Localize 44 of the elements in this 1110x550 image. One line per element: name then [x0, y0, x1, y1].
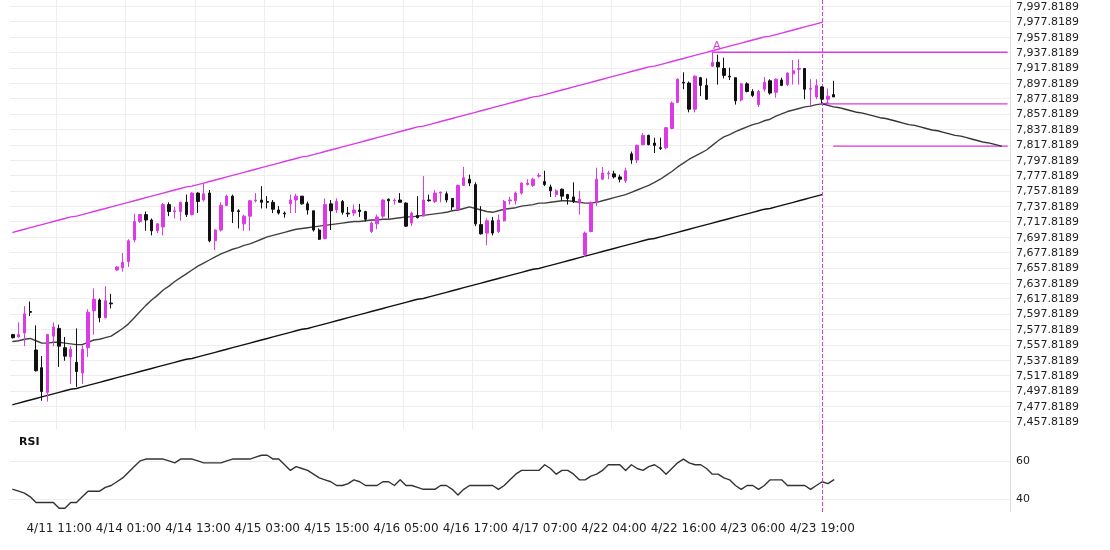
y-tick-label: 7,777.8189 — [1016, 169, 1079, 183]
y-tick-label: 7,937.8189 — [1016, 45, 1079, 59]
x-tick-label: 4/22 04:00 — [581, 521, 647, 535]
y-tick-label: 7,477.8189 — [1016, 399, 1079, 413]
x-tick-label: 4/22 16:00 — [650, 521, 717, 535]
x-tick-label: 4/23 06:00 — [720, 521, 786, 535]
y-tick-label: 7,577.8189 — [1016, 322, 1079, 336]
y-tick-label: 7,797.8189 — [1016, 153, 1079, 167]
y-tick-label: 7,677.8189 — [1016, 245, 1079, 259]
y-tick-label: 7,997.8189 — [1016, 0, 1079, 13]
x-tick-label: 4/17 07:00 — [512, 521, 578, 535]
x-tick-label: 4/15 03:00 — [234, 521, 300, 535]
x-tick-label: 4/16 05:00 — [373, 521, 439, 535]
y-tick-label: 7,637.8189 — [1016, 276, 1079, 290]
x-tick-label: 4/16 17:00 — [442, 521, 508, 535]
x-tick-label: 4/14 13:00 — [165, 521, 231, 535]
y-tick-label: 7,497.8189 — [1016, 384, 1079, 398]
y-tick-label: 7,897.8189 — [1016, 76, 1079, 90]
y-tick-label: 7,857.8189 — [1016, 107, 1079, 121]
y-tick-label: 60 — [1016, 454, 1030, 468]
y-tick-label: 7,737.8189 — [1016, 199, 1079, 213]
y-tick-label: 7,877.8189 — [1016, 92, 1079, 106]
y-tick-label: 7,757.8189 — [1016, 184, 1079, 198]
y-tick-label: 7,697.8189 — [1016, 230, 1079, 244]
y-tick-label: 7,657.8189 — [1016, 261, 1079, 275]
y-tick-label: 7,817.8189 — [1016, 138, 1079, 152]
y-tick-label: 7,457.8189 — [1016, 415, 1079, 429]
y-tick-label: 7,597.8189 — [1016, 307, 1079, 321]
annotation: A — [713, 39, 721, 52]
y-tick-label: 7,837.8189 — [1016, 122, 1079, 136]
y-tick-label: 40 — [1016, 492, 1030, 506]
x-tick-label: 4/11 11:00 — [26, 521, 92, 535]
y-tick-label: 7,957.8189 — [1016, 30, 1079, 44]
y-tick-label: 7,537.8189 — [1016, 353, 1079, 367]
y-tick-label: 7,977.8189 — [1016, 15, 1079, 29]
y-tick-label: 7,917.8189 — [1016, 61, 1079, 75]
y-tick-label: 7,517.8189 — [1016, 369, 1079, 383]
text: RSI — [19, 435, 40, 448]
x-tick-label: 4/23 19:00 — [789, 521, 855, 535]
x-tick-label: 4/14 01:00 — [95, 521, 162, 535]
y-tick-label: 7,617.8189 — [1016, 292, 1079, 306]
y-tick-label: 7,557.8189 — [1016, 338, 1079, 352]
y-tick-label: 7,717.8189 — [1016, 215, 1079, 229]
x-tick-label: 4/15 15:00 — [303, 521, 370, 535]
